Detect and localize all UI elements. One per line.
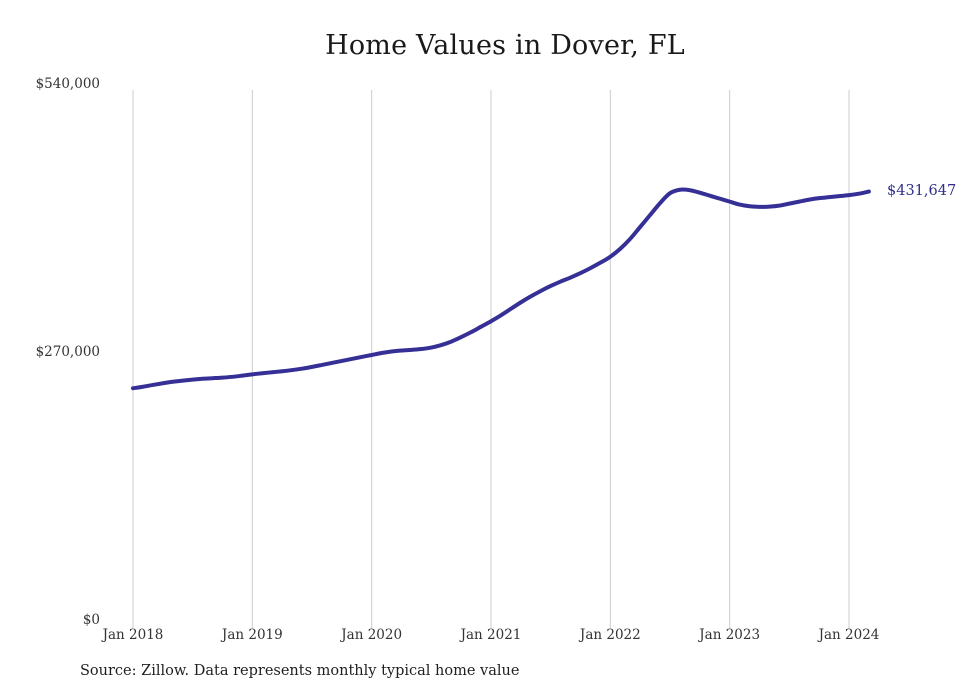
y-axis-tick-270000: $270,000 [35, 344, 100, 360]
x-axis-tick-jan-2019: Jan 2019 [221, 627, 283, 643]
x-axis-tick-jan-2021: Jan 2021 [460, 627, 522, 643]
y-axis-tick-540000: $540,000 [35, 76, 100, 92]
source-note: Source: Zillow. Data represents monthly … [80, 663, 520, 679]
chart-title: Home Values in Dover, FL [325, 30, 685, 61]
y-axis-tick-0: $0 [82, 612, 100, 628]
x-axis-tick-jan-2020: Jan 2020 [341, 627, 403, 643]
home-value-series-line [131, 187, 871, 391]
x-axis-tick-jan-2023: Jan 2023 [699, 627, 761, 643]
x-axis-tick-jan-2022: Jan 2022 [579, 627, 641, 643]
x-axis-tick-jan-2024: Jan 2024 [818, 627, 880, 643]
end-value-label: $431,647 [887, 182, 957, 199]
x-axis-tick-jan-2018: Jan 2018 [102, 627, 164, 643]
